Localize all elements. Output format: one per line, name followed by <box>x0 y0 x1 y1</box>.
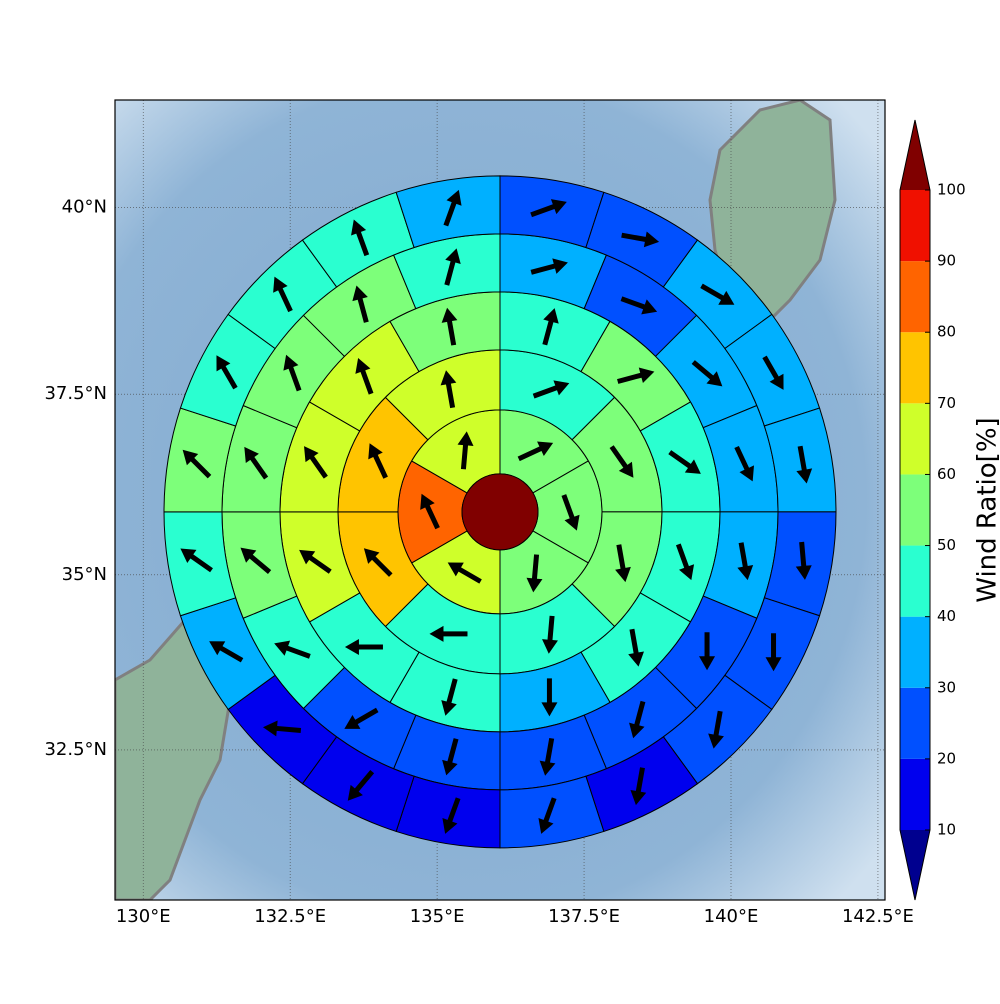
x-tick-label: 140°E <box>704 906 759 927</box>
sectors <box>164 176 836 848</box>
colorbar-tick-label: 30 <box>937 678 956 696</box>
y-tick-label: 40°N <box>62 197 107 218</box>
colorbar-tick-label: 10 <box>937 821 956 839</box>
y-tick-label: 37.5°N <box>44 383 107 404</box>
colorbar-tick-label: 20 <box>937 749 956 767</box>
colorbar-bin <box>900 546 930 617</box>
colorbar-bin <box>900 190 930 261</box>
colorbar-under <box>900 830 930 900</box>
colorbar-tick-label: 90 <box>937 252 956 270</box>
x-tick-label: 132.5°E <box>254 906 326 927</box>
x-tick-label: 130°E <box>116 906 171 927</box>
colorbar-bin <box>900 474 930 545</box>
colorbar-label: Wind Ratio[%] <box>973 417 1000 602</box>
colorbar-bin <box>900 688 930 759</box>
colorbar-bin <box>900 332 930 403</box>
colorbar-tick-label: 80 <box>937 323 956 341</box>
colorbar-bin <box>900 403 930 474</box>
x-tick-label: 135°E <box>410 906 465 927</box>
center-disk <box>462 474 538 550</box>
x-tick-label: 137.5°E <box>548 906 620 927</box>
colorbar-tick-label: 100 <box>937 181 966 199</box>
x-tick-label: 142.5°E <box>842 906 914 927</box>
colorbar-bin <box>900 617 930 688</box>
y-tick-label: 32.5°N <box>44 739 107 760</box>
colorbar-tick-label: 40 <box>937 607 956 625</box>
colorbar-tick-label: 60 <box>937 465 956 483</box>
y-tick-label: 35°N <box>62 564 107 585</box>
colorbar-over <box>900 120 930 190</box>
colorbar-tick-label: 70 <box>937 394 956 412</box>
colorbar-bin <box>900 759 930 830</box>
colorbar-tick-label: 50 <box>937 536 956 554</box>
colorbar-bin <box>900 261 930 332</box>
colorbar: 10 20 30 40 50 60 70 80 90 100 <box>900 120 966 900</box>
